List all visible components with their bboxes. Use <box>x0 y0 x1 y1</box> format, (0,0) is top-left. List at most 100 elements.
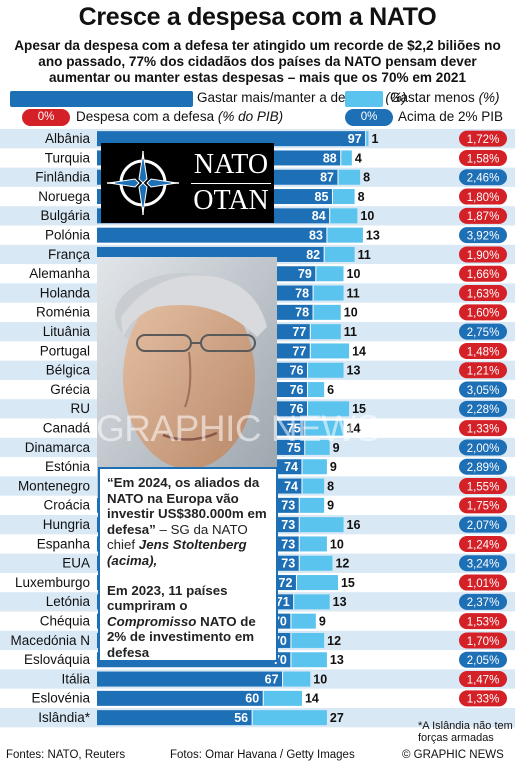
value-label-more: 85 <box>315 190 329 204</box>
quote-fact-end: NATO de 2% de investimento em defesa <box>107 613 256 660</box>
gdp-pill-label: 1,21% <box>467 366 500 378</box>
bar-less <box>263 690 302 706</box>
value-label-more: 97 <box>348 132 362 146</box>
value-label-more: 88 <box>323 151 337 165</box>
gdp-pill <box>459 207 507 224</box>
value-label-more: 60 <box>245 692 259 706</box>
value-label-less: 13 <box>330 653 344 667</box>
value-label-less: 10 <box>344 306 358 320</box>
gdp-pill <box>459 613 507 630</box>
bar-less <box>313 285 344 301</box>
value-label-less: 14 <box>305 692 319 706</box>
category-label: Letónia <box>46 594 91 609</box>
gdp-pill-label: 1,72% <box>467 134 500 146</box>
gdp-pill-label: 1,90% <box>467 250 500 262</box>
quote-fact-italic: Compromisso <box>107 613 197 629</box>
value-label-less: 13 <box>366 229 380 243</box>
value-label-less: 12 <box>327 634 341 648</box>
bar-less <box>307 362 344 378</box>
nato-logo-divider <box>191 183 271 184</box>
gdp-pill-label: 2,07% <box>467 520 500 532</box>
value-label-less: 13 <box>333 595 347 609</box>
value-label-more: 75 <box>287 441 301 455</box>
bar-more <box>97 671 283 687</box>
bar-less <box>340 150 352 166</box>
value-label-less: 14 <box>347 422 361 436</box>
value-label-more: 73 <box>281 499 295 513</box>
legend-red-pill: 0% <box>22 109 70 126</box>
bar-more <box>97 227 327 243</box>
gdp-pill-label: 1,33% <box>467 424 500 436</box>
category-label: Islândia* <box>38 710 91 725</box>
value-label-less: 8 <box>363 171 370 185</box>
value-label-more: 75 <box>287 422 301 436</box>
value-label-less: 10 <box>347 267 361 281</box>
gdp-pill-label: 3,05% <box>467 385 500 397</box>
legend-dark-label: Gastar mais/manter a despesa (%) <box>197 90 407 105</box>
bar-less <box>326 227 363 243</box>
value-label-less: 9 <box>330 460 337 474</box>
bar-less <box>299 536 327 552</box>
bar-less <box>313 304 341 320</box>
bar-more <box>97 131 366 147</box>
value-label-less: 11 <box>347 286 360 300</box>
gdp-pill <box>459 458 507 475</box>
category-label: Macedónia N <box>10 633 90 648</box>
category-label: Estónia <box>45 459 91 474</box>
gdp-pill-label: 1,87% <box>467 211 500 223</box>
category-label: Grécia <box>50 382 90 397</box>
bar-less <box>304 439 330 455</box>
gdp-pill-label: 1,24% <box>467 539 500 551</box>
category-label: Itália <box>61 671 90 686</box>
category-label: RU <box>71 401 91 416</box>
value-label-more: 56 <box>234 711 248 725</box>
gdp-pill-label: 1,63% <box>467 288 500 300</box>
value-label-more: 76 <box>290 364 304 378</box>
gdp-pill-label: 1,47% <box>467 674 500 686</box>
value-label-less: 9 <box>333 441 340 455</box>
gdp-pill-label: 2,37% <box>467 597 500 609</box>
footer-photos: Fotos: Omar Havana / Getty Images <box>170 749 355 761</box>
bar-less <box>290 632 325 648</box>
bar-less <box>293 594 330 610</box>
category-label: Lituânia <box>43 324 91 339</box>
gdp-pill-label: 2,28% <box>467 404 500 416</box>
category-label: Noruega <box>38 189 90 204</box>
legend-blue-pill: 0% <box>345 109 393 126</box>
gdp-pill <box>459 439 507 456</box>
nato-logo-line2: OTAN <box>193 185 269 216</box>
quote-box: “Em 2024, os aliados da NATO na Europa v… <box>98 467 278 662</box>
value-label-more: 83 <box>309 229 323 243</box>
gdp-pill <box>459 420 507 437</box>
value-label-less: 9 <box>327 499 334 513</box>
bar-less <box>307 382 325 398</box>
bar-less <box>365 131 369 147</box>
value-label-less: 27 <box>330 711 344 725</box>
bar-more <box>97 710 253 726</box>
bar-less <box>290 652 327 668</box>
value-label-less: 14 <box>352 344 366 358</box>
gdp-pill-label: 1,55% <box>467 481 500 493</box>
category-label: Alemanha <box>29 266 90 281</box>
legend-light-label: Gastar menos (%) <box>390 90 500 105</box>
gdp-pill <box>459 535 507 552</box>
gdp-pill <box>459 265 507 282</box>
legend-red-label: Despesa com a defesa (% do PIB) <box>76 109 284 124</box>
category-label: Albânia <box>45 131 91 146</box>
gdp-pill-label: 1,48% <box>467 346 500 358</box>
category-label: Montenegro <box>18 478 90 493</box>
page-title: Cresce a despesa com a NATO <box>78 3 437 31</box>
value-label-more: 87 <box>320 171 334 185</box>
gdp-pill <box>459 169 507 186</box>
bar-less <box>324 246 355 262</box>
value-label-less: 10 <box>360 209 374 223</box>
nato-star-icon <box>107 151 179 215</box>
legend: Gastar mais/manter a despesa (%) Gastar … <box>0 88 515 128</box>
gdp-pill-label: 1,53% <box>467 617 500 629</box>
bar-less <box>315 266 344 282</box>
value-label-more: 71 <box>276 595 290 609</box>
gdp-pill <box>459 381 507 398</box>
value-label-more: 76 <box>290 402 304 416</box>
gdp-pill <box>459 671 507 688</box>
bar-less <box>310 343 350 359</box>
